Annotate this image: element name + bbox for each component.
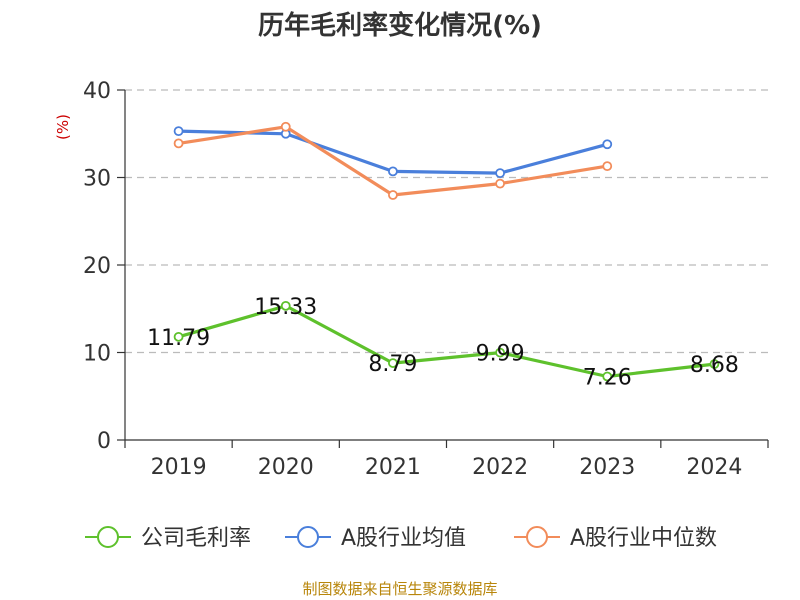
y-tick-label: 0	[97, 429, 111, 454]
data-label: 8.68	[690, 353, 739, 378]
data-label: 9.99	[476, 342, 525, 367]
axes: 0 10 20 30 40 2019 2020 2021 2022 2023 2024	[83, 79, 769, 480]
legend-marker	[526, 526, 548, 548]
data-point	[495, 347, 505, 358]
legend-marker	[297, 526, 319, 548]
legend: 公司毛利率 A股行业均值 A股行业中位数	[85, 526, 717, 551]
data-point	[709, 359, 720, 369]
data-point	[602, 371, 613, 382]
series-group	[173, 121, 720, 382]
y-tick-label: 40	[83, 79, 111, 104]
x-tick-label: 2024	[686, 455, 742, 480]
y-tick-label: 30	[83, 167, 111, 192]
x-tick-label: 2020	[258, 455, 314, 480]
data-point	[602, 139, 613, 150]
x-tick-label: 2022	[472, 455, 528, 480]
data-point	[388, 190, 398, 200]
y-axis-label: (%)	[54, 114, 72, 140]
data-point	[495, 168, 505, 179]
data-label: 8.79	[368, 352, 417, 377]
data-point	[173, 138, 184, 149]
data-point	[280, 121, 291, 132]
series-line-0	[178, 304, 715, 379]
data-labels: 11.79 15.33 8.79 9.99 7.26 8.68	[147, 295, 739, 391]
y-tick-label: 20	[83, 254, 111, 279]
legend-label: A股行业均值	[341, 526, 466, 551]
source-note: 制图数据来自恒生聚源数据库	[302, 580, 497, 598]
data-point	[173, 331, 184, 342]
y-tick-label: 10	[83, 342, 111, 367]
legend-label: 公司毛利率	[141, 526, 251, 551]
data-point	[388, 358, 398, 368]
x-tick-label: 2023	[579, 455, 635, 480]
grid	[125, 89, 768, 354]
data-label: 7.26	[583, 365, 632, 390]
data-point	[173, 126, 184, 137]
data-label: 15.33	[254, 295, 317, 320]
chart-title: 历年毛利率变化情况(%)	[258, 10, 542, 41]
legend-label: A股行业中位数	[570, 526, 717, 551]
data-point	[602, 161, 613, 172]
x-tick-label: 2021	[365, 455, 421, 480]
legend-marker	[97, 526, 119, 548]
data-point	[280, 300, 291, 311]
data-point	[495, 178, 505, 189]
data-label: 11.79	[147, 326, 210, 351]
data-point	[388, 166, 398, 177]
x-tick-label: 2019	[151, 455, 207, 480]
